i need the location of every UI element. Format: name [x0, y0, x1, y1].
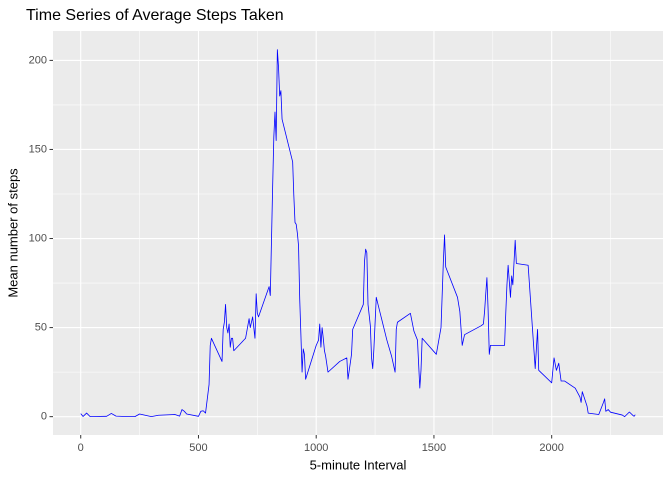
- x-tick-label: 500: [189, 442, 207, 454]
- chart-title: Time Series of Average Steps Taken: [26, 7, 284, 24]
- plot-panel: [53, 31, 663, 435]
- y-tick-label: 200: [29, 54, 47, 66]
- y-tick-label: 150: [29, 143, 47, 155]
- x-tick-label: 2000: [539, 442, 563, 454]
- x-tick-label: 1500: [422, 442, 446, 454]
- data-line: [80, 49, 636, 418]
- y-axis-title: Mean number of steps: [5, 168, 20, 298]
- x-tick-label: 0: [78, 442, 84, 454]
- y-tick-label: 0: [41, 411, 47, 423]
- y-tick-label: 50: [35, 321, 47, 333]
- x-axis-title: 5-minute Interval: [310, 457, 407, 472]
- x-tick-label: 1000: [304, 442, 328, 454]
- y-tick-label: 100: [29, 232, 47, 244]
